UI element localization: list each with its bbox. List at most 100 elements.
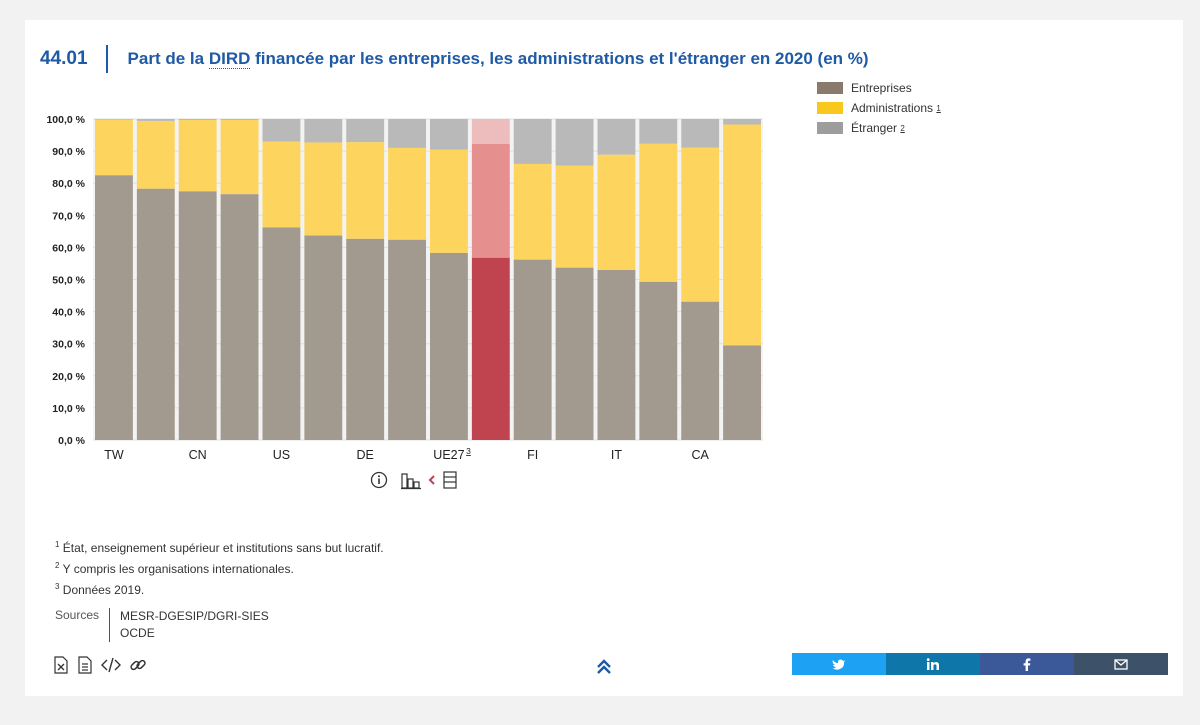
legend-item-administrations[interactable]: Administrations 1 (817, 98, 941, 118)
document-icon[interactable] (77, 656, 93, 674)
bar-de-entreprises[interactable] (346, 238, 385, 440)
y-tick-label: 10,0 % (52, 403, 85, 415)
y-tick-label: 60,0 % (52, 242, 85, 254)
facebook-share-button[interactable] (980, 653, 1074, 675)
sources-label: Sources (55, 608, 100, 622)
title-prefix: Part de la (127, 49, 209, 68)
figure-title: Part de la DIRD financée par les entrepr… (128, 49, 869, 69)
sources: Sources MESR-DGESIP/DGRI-SIES OCDE (55, 608, 269, 642)
y-tick-label: 80,0 % (52, 178, 85, 190)
bar-it-entreprises[interactable] (597, 269, 636, 440)
bar-es-administrations[interactable] (639, 143, 678, 282)
bar-gb-entreprises[interactable] (555, 267, 594, 440)
legend-item-etranger[interactable]: Étranger 2 (817, 118, 941, 138)
bar-cn-administrations[interactable] (178, 119, 217, 192)
link-icon[interactable] (129, 656, 147, 674)
legend-swatch-entreprises (817, 82, 843, 94)
x-tick-label: FI (527, 448, 538, 462)
bar-es-etranger[interactable] (639, 119, 678, 144)
bar-ue27-administrations[interactable] (430, 149, 468, 253)
facebook-icon (1023, 657, 1031, 671)
bar-jp-administrations[interactable] (136, 120, 175, 189)
linkedin-share-button[interactable] (886, 653, 980, 675)
bar-cn-entreprises[interactable] (178, 191, 217, 440)
chart-tools (370, 470, 458, 490)
bar-it-administrations[interactable] (597, 154, 636, 270)
bar-kr-administrations[interactable] (220, 119, 259, 195)
bar-fr-entreprises[interactable] (471, 257, 510, 440)
bar-us-etranger[interactable] (262, 119, 301, 142)
bar-fr-administrations[interactable] (471, 143, 510, 258)
bar-ocde-entreprises[interactable] (304, 235, 343, 440)
chevron-double-up-icon[interactable] (595, 658, 613, 676)
y-tick-label: 40,0 % (52, 307, 85, 319)
bar-cn-etranger[interactable] (178, 119, 217, 120)
bar-es-entreprises[interactable] (639, 281, 678, 440)
bar-ru-entreprises[interactable] (723, 345, 761, 440)
bar-ca-entreprises[interactable] (681, 301, 720, 440)
bar-jp-etranger[interactable] (136, 119, 175, 121)
bar-ca-etranger[interactable] (681, 119, 720, 148)
bar-jp-entreprises[interactable] (136, 188, 175, 440)
email-share-button[interactable] (1074, 653, 1168, 675)
bar-ocde-etranger[interactable] (304, 119, 343, 143)
chevron-left-icon[interactable] (428, 474, 436, 486)
bar-fi-etranger[interactable] (513, 119, 552, 164)
figure-header: 44.01 Part de la DIRD financée par les e… (40, 42, 869, 76)
bar-tw-administrations[interactable] (95, 119, 133, 176)
bar-us-administrations[interactable] (262, 141, 301, 228)
y-tick-label: 90,0 % (52, 146, 85, 158)
title-abbreviation[interactable]: DIRD (208, 49, 251, 69)
legend-label: Étranger (851, 121, 898, 135)
bar-gb-administrations[interactable] (555, 165, 594, 268)
x-tick-footnote-ref[interactable]: 3 (584, 466, 589, 468)
x-tick-footnote-ref[interactable]: 3 (466, 446, 471, 456)
table-icon[interactable] (442, 470, 458, 490)
bar-se-administrations[interactable] (388, 147, 426, 240)
chart-legend: Entreprises Administrations 1 Étranger 2 (817, 78, 941, 138)
bar-kr-etranger[interactable] (220, 119, 259, 120)
bar-ru-administrations[interactable] (723, 124, 761, 346)
bar-tw-etranger[interactable] (95, 119, 133, 120)
bar-fi-administrations[interactable] (513, 163, 552, 260)
bar-ue27-etranger[interactable] (430, 119, 468, 150)
legend-footnote-ref[interactable]: 1 (936, 103, 941, 113)
bar-se-etranger[interactable] (388, 119, 426, 148)
share-bar (792, 653, 1168, 675)
info-icon[interactable] (370, 471, 388, 489)
bar-tw-entreprises[interactable] (95, 175, 133, 441)
excel-file-icon[interactable] (53, 656, 69, 674)
source-item: MESR-DGESIP/DGRI-SIES (120, 609, 269, 623)
legend-footnote-ref[interactable]: 2 (900, 123, 905, 133)
source-item: OCDE (120, 626, 155, 640)
bar-gb-etranger[interactable] (555, 119, 594, 166)
x-tick-footnote-ref[interactable]: 3 (417, 466, 422, 468)
y-tick-label: 100,0 % (46, 114, 85, 126)
legend-item-entreprises[interactable]: Entreprises (817, 78, 941, 98)
bar-ca-administrations[interactable] (681, 147, 720, 302)
bar-se-entreprises[interactable] (388, 239, 426, 440)
bar-fi-entreprises[interactable] (513, 259, 552, 440)
stacked-bar-chart: 0,0 % 10,0 % 20,0 % 30,0 % 40,0 % 50,0 % 60,0 … (46, 114, 763, 468)
bar-us-entreprises[interactable] (262, 227, 301, 440)
twitter-share-button[interactable] (792, 653, 886, 675)
bar-ocde-administrations[interactable] (304, 142, 343, 236)
bar-ue27-entreprises[interactable] (430, 252, 468, 440)
code-icon[interactable] (101, 656, 121, 674)
x-tick-label: CN (189, 448, 207, 462)
bar-chart-icon[interactable] (400, 470, 422, 490)
sources-list: MESR-DGESIP/DGRI-SIES OCDE (109, 608, 269, 642)
legend-label: Administrations (851, 101, 934, 115)
bar-fr-etranger[interactable] (471, 119, 510, 144)
bar-ru-etranger[interactable] (723, 119, 761, 125)
y-tick-label: 70,0 % (52, 210, 85, 222)
bar-de-etranger[interactable] (346, 119, 385, 143)
footnote: 1 État, enseignement supérieur et instit… (55, 540, 384, 555)
email-icon (1114, 658, 1128, 670)
bar-it-etranger[interactable] (597, 119, 636, 155)
footnote: 3 Données 2019. (55, 582, 145, 597)
y-tick-label: 50,0 % (52, 275, 85, 287)
bar-kr-entreprises[interactable] (220, 194, 259, 440)
bar-de-administrations[interactable] (346, 142, 385, 239)
y-tick-label: 30,0 % (52, 339, 85, 351)
